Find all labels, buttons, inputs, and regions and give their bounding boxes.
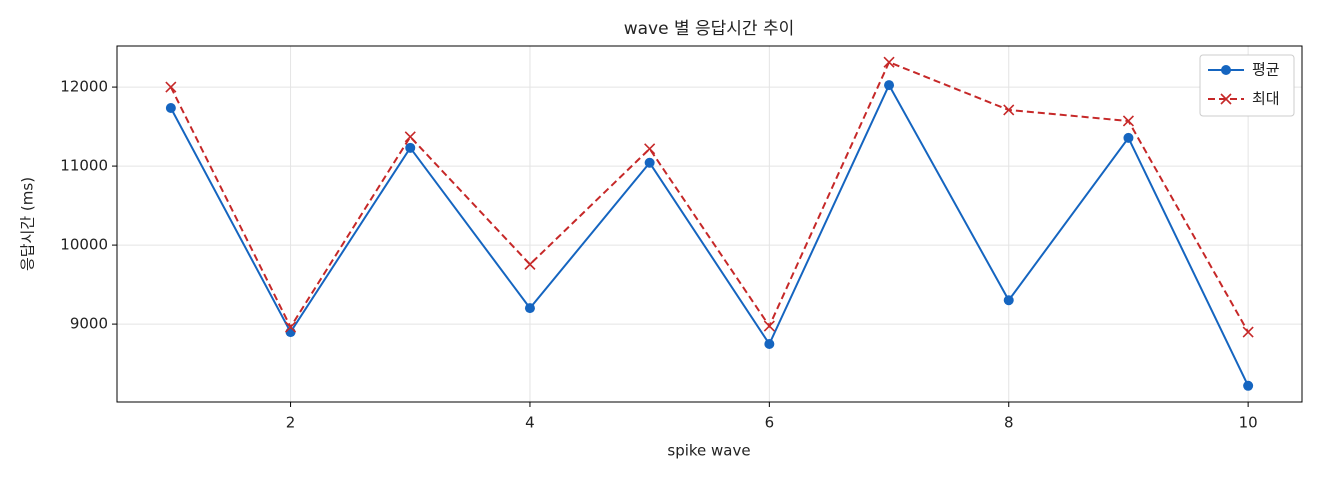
marker <box>1003 295 1014 306</box>
y-tick-label: 10000 <box>60 236 108 254</box>
marker <box>644 157 655 168</box>
x-tick-label: 8 <box>1004 414 1014 432</box>
legend-marker <box>1221 65 1231 75</box>
x-tick-label: 2 <box>286 414 296 432</box>
legend-box <box>1199 54 1295 117</box>
y-axis-label: 응답시간 (ms) <box>19 177 37 271</box>
marker <box>524 303 535 314</box>
marker <box>884 80 895 91</box>
marker <box>165 103 176 114</box>
series-line <box>169 82 1250 387</box>
x-tick-label: 4 <box>525 414 535 432</box>
marker <box>1242 326 1254 338</box>
legend-label: 최대 <box>1252 90 1280 108</box>
marker <box>405 142 416 153</box>
marker <box>883 56 895 68</box>
x-axis-label: spike wave <box>667 442 750 460</box>
marker <box>524 258 536 270</box>
marker <box>1243 380 1254 391</box>
y-tick-label: 12000 <box>60 78 108 96</box>
y-tick-label: 9000 <box>70 315 108 333</box>
marker <box>764 339 775 350</box>
marker <box>1123 132 1134 143</box>
legend-label: 평균 <box>1252 61 1280 79</box>
marker <box>284 321 297 333</box>
marker <box>644 143 656 155</box>
marker <box>1003 104 1015 116</box>
marker <box>165 81 177 93</box>
x-tick-label: 10 <box>1239 414 1258 432</box>
x-tick-label: 6 <box>765 414 775 432</box>
legend-marker <box>1220 93 1232 105</box>
marker <box>1122 115 1135 127</box>
marker <box>763 320 775 332</box>
y-tick-label: 11000 <box>60 157 108 175</box>
chart-title: wave 별 응답시간 추이 <box>624 19 795 39</box>
series-line <box>169 60 1250 333</box>
plot-frame <box>116 45 1303 403</box>
marker <box>404 131 416 143</box>
